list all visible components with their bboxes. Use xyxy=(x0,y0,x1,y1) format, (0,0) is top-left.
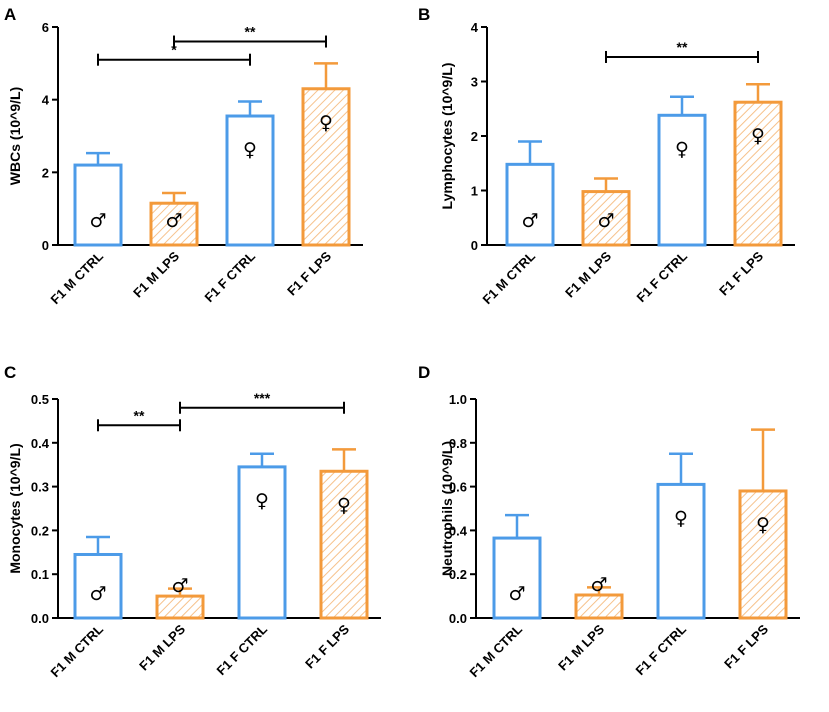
female-symbol-icon: ♀ xyxy=(243,139,257,161)
y-tick-label: 0.3 xyxy=(31,480,49,495)
x-tick-label: F1 M LPS xyxy=(562,248,614,300)
panel-c: C Monocytes (10^9/L) 0.0 0.1 0.2 0.3 0.4 0.5 ♂ F1… xyxy=(4,363,381,680)
panel-b: B Lymphocytes (10^9/L) 0 1 2 3 4 ♂ F1 M CTRL ♂ F1 … xyxy=(418,5,795,307)
x-tick-label: F1 F LPS xyxy=(716,248,766,298)
female-symbol-icon: ♀ xyxy=(674,507,688,529)
x-tick-label: F1 M CTRL xyxy=(467,621,526,680)
female-symbol-icon: ♀ xyxy=(751,125,765,147)
panel-letter: C xyxy=(4,363,16,382)
panel-letter: B xyxy=(418,5,430,24)
female-symbol-icon: ♀ xyxy=(337,494,351,516)
significance-label: ** xyxy=(134,407,145,423)
y-tick-label: 1 xyxy=(471,184,478,199)
y-tick-label: 4 xyxy=(42,93,50,108)
y-tick-label: 0.8 xyxy=(449,436,467,451)
x-tick-label: F1 F CTRL xyxy=(633,621,690,678)
y-tick-label: 2 xyxy=(471,129,478,144)
bar-f1-m-lps xyxy=(155,594,205,620)
bar-f1-f-lps xyxy=(301,87,351,247)
x-tick-label: F1 M CTRL xyxy=(48,248,107,307)
x-tick-label: F1 M LPS xyxy=(130,248,182,300)
bar-f1-m-lps xyxy=(574,593,624,620)
male-symbol-icon: ♂ xyxy=(171,575,188,597)
female-symbol-icon: ♀ xyxy=(255,490,269,512)
significance-label: *** xyxy=(254,390,271,406)
x-tick-label: F1 M CTRL xyxy=(48,621,107,680)
female-symbol-icon: ♀ xyxy=(756,514,770,536)
y-tick-label: 0.1 xyxy=(31,567,49,582)
y-tick-label: 0.2 xyxy=(449,567,467,582)
panel-letter: D xyxy=(418,363,430,382)
bar-f1-m-lps xyxy=(149,201,199,247)
x-tick-label: F1 M LPS xyxy=(555,621,607,673)
panel-letter: A xyxy=(4,5,16,24)
male-symbol-icon: ♂ xyxy=(89,583,106,605)
y-tick-label: 0.4 xyxy=(31,436,50,451)
x-tick-label: F1 F LPS xyxy=(302,621,352,671)
significance-label: * xyxy=(171,42,177,58)
y-tick-label: 0.0 xyxy=(449,611,467,626)
y-axis-label: WBCs (10^9/L) xyxy=(7,87,23,185)
male-symbol-icon: ♂ xyxy=(597,210,614,232)
y-tick-label: 4 xyxy=(471,20,479,35)
x-tick-label: F1 M LPS xyxy=(136,621,188,673)
y-axis-label: Lymphocytes (10^9/L) xyxy=(439,63,455,210)
x-tick-label: F1 F CTRL xyxy=(634,248,691,305)
y-tick-label: 0.0 xyxy=(31,611,49,626)
y-tick-label: 1.0 xyxy=(449,392,467,407)
y-tick-label: 2 xyxy=(42,165,49,180)
panel-d: D Neutrophils (10^9/L) 0.0 0.2 0.4 0.6 0.8 1.0 ♂… xyxy=(418,363,800,680)
bar-f1-f-ctrl xyxy=(225,114,275,247)
female-symbol-icon: ♀ xyxy=(319,112,333,134)
y-tick-label: 0 xyxy=(42,238,49,253)
bar-f1-m-ctrl xyxy=(505,162,555,247)
x-tick-label: F1 F CTRL xyxy=(214,621,271,678)
y-tick-label: 6 xyxy=(42,20,49,35)
bar-f1-f-ctrl xyxy=(237,465,287,620)
bar-f1-m-ctrl xyxy=(73,163,123,247)
male-symbol-icon: ♂ xyxy=(89,210,106,232)
bar-f1-f-lps xyxy=(738,489,788,620)
x-tick-label: F1 F LPS xyxy=(284,248,334,298)
bar-f1-m-ctrl xyxy=(73,552,123,620)
male-symbol-icon: ♂ xyxy=(165,210,182,232)
y-tick-label: 0.4 xyxy=(449,523,468,538)
y-axis-label: Neutrophils (10^9/L) xyxy=(439,441,455,576)
male-symbol-icon: ♂ xyxy=(590,574,607,596)
panel-a: A WBCs (10^9/L) 0 2 4 6 ♂ F1 M CTRL ♂ F1 M LPS ♀ F1… xyxy=(4,5,363,307)
bar-f1-f-ctrl xyxy=(656,482,706,620)
y-tick-label: 0 xyxy=(471,238,478,253)
bar-f1-m-ctrl xyxy=(492,536,542,620)
significance-label: ** xyxy=(245,24,256,40)
male-symbol-icon: ♂ xyxy=(521,210,538,232)
y-tick-label: 3 xyxy=(471,75,478,90)
bar-f1-f-lps xyxy=(733,100,783,247)
x-tick-label: F1 F LPS xyxy=(721,621,771,671)
y-tick-label: 0.5 xyxy=(31,392,49,407)
y-tick-label: 0.6 xyxy=(449,480,467,495)
significance-label: ** xyxy=(677,39,688,55)
bar-f1-f-lps xyxy=(319,469,369,620)
y-tick-label: 0.2 xyxy=(31,523,49,538)
bar-f1-f-ctrl xyxy=(657,113,707,247)
female-symbol-icon: ♀ xyxy=(675,138,689,160)
bar-f1-m-lps xyxy=(581,190,631,247)
male-symbol-icon: ♂ xyxy=(508,583,525,605)
y-axis-label: Monocytes (10^9/L) xyxy=(7,443,23,573)
x-tick-label: F1 F CTRL xyxy=(202,248,259,305)
x-tick-label: F1 M CTRL xyxy=(480,248,539,307)
